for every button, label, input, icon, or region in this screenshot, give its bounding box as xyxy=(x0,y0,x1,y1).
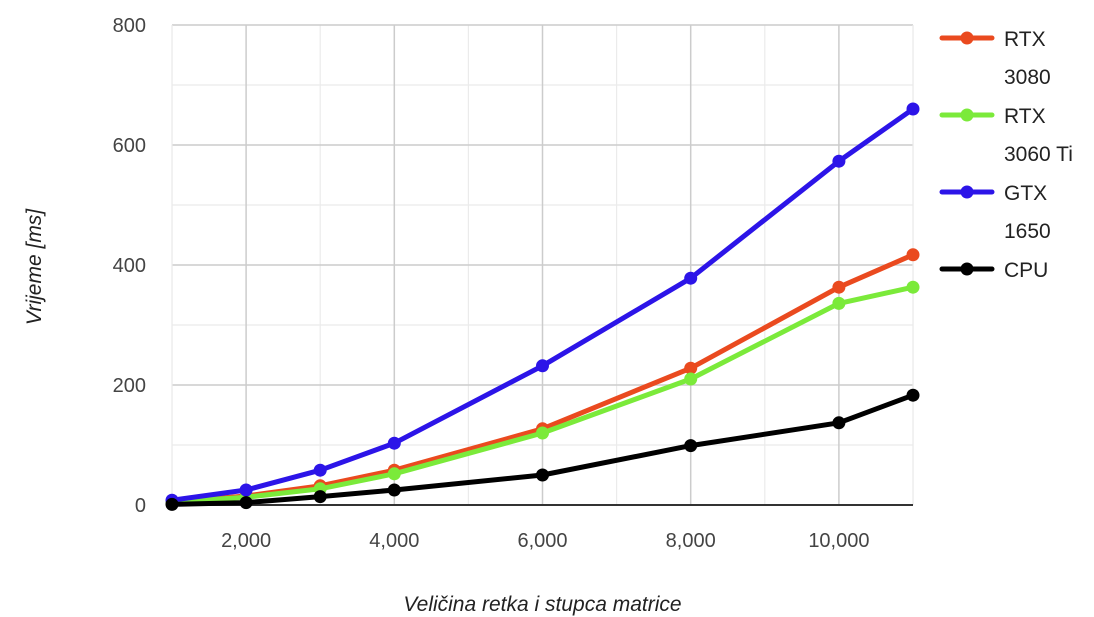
legend-label: RTX xyxy=(1004,28,1046,51)
axes: 0 200 400 600 800 2,000 4,000 6,000 8,000 10,000 xyxy=(113,15,913,552)
data-point-rtx-3080 xyxy=(906,248,920,262)
data-point-gtx-1650 xyxy=(832,154,846,168)
data-point-cpu xyxy=(906,388,920,402)
legend-label: GTX xyxy=(1004,182,1047,205)
legend: RTX 3080 RTX 3060 Ti GTX 1650 CPU xyxy=(939,28,1073,282)
legend-item-rtx-3080: RTX 3080 xyxy=(939,28,1051,89)
data-point-cpu xyxy=(536,468,549,482)
series-line-rtx-3060-ti xyxy=(169,284,916,505)
data-point-rtx-3060-ti xyxy=(387,467,401,481)
legend-item-rtx-3060-ti: RTX 3060 Ti xyxy=(939,105,1073,166)
y-tick-label: 800 xyxy=(113,15,146,37)
data-point-gtx-1650 xyxy=(684,271,698,285)
y-tick-label: 600 xyxy=(113,135,146,157)
y-tick-label: 400 xyxy=(113,255,146,277)
x-axis-title: Veličina retka i stupca matrice xyxy=(403,593,681,616)
legend-label: RTX xyxy=(1004,105,1046,128)
x-tick-label: 6,000 xyxy=(517,530,567,552)
legend-marker-rtx-3080 xyxy=(960,31,974,45)
legend-marker-gtx-1650 xyxy=(960,185,974,199)
data-point-gtx-1650 xyxy=(387,436,401,450)
data-point-rtx-3060-ti xyxy=(684,372,698,386)
legend-item-gtx-1650: GTX 1650 xyxy=(939,182,1051,243)
y-axis-title: Vrijeme [ms] xyxy=(23,208,46,325)
y-tick-label: 0 xyxy=(135,495,146,517)
data-point-gtx-1650 xyxy=(536,359,549,373)
data-point-rtx-3080 xyxy=(832,280,846,294)
data-point-gtx-1650 xyxy=(906,102,920,116)
legend-item-cpu: CPU xyxy=(939,259,1048,282)
legend-label: 3060 Ti xyxy=(1004,143,1073,166)
x-tick-label: 8,000 xyxy=(666,530,716,552)
data-point-gtx-1650 xyxy=(239,483,253,497)
x-tick-label: 2,000 xyxy=(221,530,271,552)
data-point-cpu xyxy=(313,490,327,504)
data-point-rtx-3060-ti xyxy=(832,296,846,310)
x-tick-label: 10,000 xyxy=(808,530,869,552)
data-point-cpu xyxy=(832,416,846,430)
data-point-cpu xyxy=(165,497,179,511)
data-point-cpu xyxy=(684,439,698,453)
legend-label: 3080 xyxy=(1004,66,1051,89)
data-point-rtx-3080 xyxy=(684,361,698,375)
series-line-cpu xyxy=(169,392,916,507)
series-group xyxy=(165,102,920,511)
legend-marker-rtx-3060-ti xyxy=(960,108,974,122)
data-point-cpu xyxy=(387,483,401,497)
x-tick-label: 4,000 xyxy=(369,530,419,552)
series-line-gtx-1650 xyxy=(169,106,916,503)
data-point-rtx-3060-ti xyxy=(906,280,920,294)
legend-label: 1650 xyxy=(1004,220,1051,243)
data-point-gtx-1650 xyxy=(313,463,327,477)
legend-marker-cpu xyxy=(960,262,974,276)
y-tick-label: 200 xyxy=(113,375,146,397)
data-point-rtx-3060-ti xyxy=(536,426,549,440)
data-point-cpu xyxy=(239,496,253,510)
legend-label: CPU xyxy=(1004,259,1048,282)
